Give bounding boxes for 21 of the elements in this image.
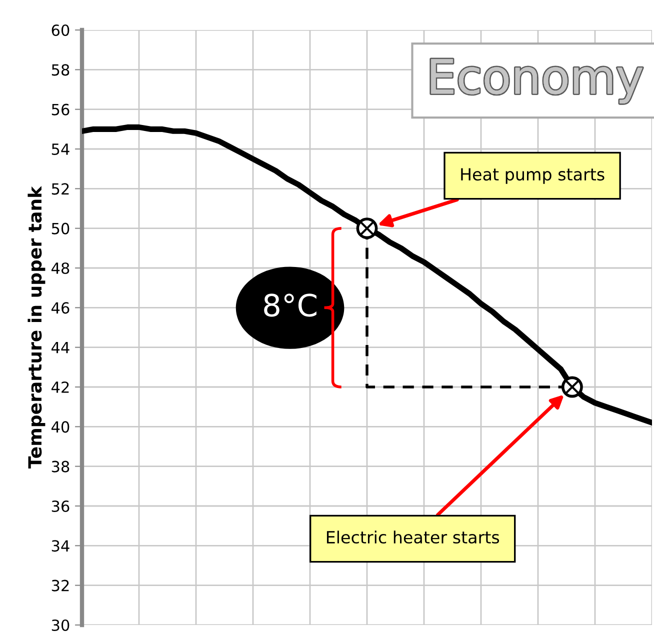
y-tick-label: 36 — [52, 500, 70, 512]
y-tick-label: 30 — [52, 619, 70, 632]
y-tick-label: 54 — [52, 144, 70, 156]
y-tick-label: 52 — [52, 183, 69, 195]
y-tick-label: 46 — [52, 302, 70, 314]
y-tick-label: 48 — [52, 262, 70, 274]
y-tick-label: 42 — [52, 381, 69, 393]
y-axis-title: Temperarture in upper tank — [28, 186, 46, 469]
y-tick-label: 44 — [52, 342, 70, 354]
y-tick-label: 38 — [52, 460, 70, 472]
y-tick-label: 60 — [52, 24, 70, 36]
annotation: Electric heater starts — [326, 530, 500, 544]
y-tick-label: 56 — [52, 104, 70, 116]
y-tick-label: 58 — [52, 64, 70, 76]
y-tick-label: 50 — [52, 222, 70, 234]
text: Economy — [431, 59, 642, 104]
y-tick-label: 32 — [52, 580, 69, 592]
y-tick-label: 40 — [52, 421, 70, 433]
annotation: Heat pump starts — [461, 168, 604, 184]
annotation: 8°C — [264, 294, 316, 317]
y-tick-label: 34 — [52, 540, 70, 552]
